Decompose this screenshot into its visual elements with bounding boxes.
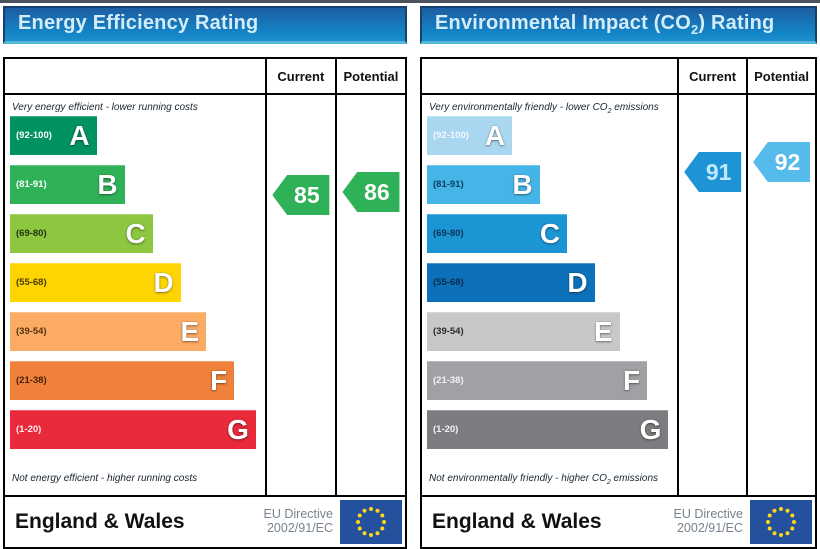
band-range-label: (92-100) — [16, 130, 52, 141]
eu-directive-line2: 2002/91/EC — [266, 521, 333, 535]
band-letter: C — [125, 217, 146, 249]
band-e: (39-54) E — [10, 312, 207, 351]
current-value-column: 85 — [264, 95, 335, 495]
band-e: (39-54) E — [427, 312, 620, 351]
region-label: England & Wales — [432, 510, 602, 533]
band-range-label: (55-68) — [433, 277, 464, 288]
eu-directive-line1: EU Directive — [673, 507, 743, 522]
column-header-spacer — [5, 59, 265, 93]
band-range-label: (39-54) — [433, 326, 464, 337]
band-letter: D — [153, 266, 174, 298]
band-a: (92-100) A — [427, 116, 513, 155]
band-letter: C — [539, 217, 561, 249]
potential-value-column: 86 — [334, 95, 405, 495]
potential-rating-arrow: 92 — [753, 142, 811, 182]
eu-directive-label: EU Directive 2002/91/EC — [673, 507, 743, 536]
rating-bands: (92-100) A (81-91) B (69-80) C (55-68) D (39-54)… — [10, 116, 265, 449]
eu-directive-line1: EU Directive — [263, 507, 333, 522]
environmental-chart-body: Very environmentally friendly - lower CO… — [422, 95, 815, 497]
band-g: (1-20) G — [427, 410, 669, 449]
band-c: (69-80) C — [427, 214, 568, 253]
region-label: England & Wales — [15, 510, 185, 533]
band-range-label: (55-68) — [16, 277, 47, 288]
band-letter: A — [484, 119, 506, 151]
band-g: (1-20) G — [10, 410, 256, 449]
band-letter: E — [180, 315, 200, 347]
band-letter: F — [210, 364, 228, 396]
band-range-label: (92-100) — [433, 130, 469, 141]
energy-chart-title-bar: Energy Efficiency Rating — [3, 6, 407, 44]
eu-directive-line2: 2002/91/EC — [676, 521, 743, 535]
band-b: (81-91) B — [427, 165, 540, 204]
band-range-label: (21-38) — [433, 375, 464, 386]
band-letter: G — [227, 413, 249, 445]
environmental-chart-title-bar: Environmental Impact (CO2) Rating — [420, 6, 817, 44]
column-header-row: Current Potential — [422, 59, 815, 95]
band-f: (21-38) F — [427, 361, 648, 400]
potential-column-header: Potential — [334, 59, 405, 93]
eu-directive-label: EU Directive 2002/91/EC — [263, 507, 333, 536]
band-range-label: (21-38) — [16, 375, 47, 386]
band-range-label: (69-80) — [433, 228, 464, 239]
band-letter: B — [512, 168, 533, 200]
chart-footer: England & Wales EU Directive 2002/91/EC — [422, 497, 815, 547]
rating-bands-column: Very energy efficient - lower running co… — [5, 95, 265, 495]
band-letter: E — [593, 315, 613, 347]
environmental-impact-chart: Environmental Impact (CO2) Rating Curren… — [420, 6, 817, 549]
bottom-scale-note: Not energy efficient - higher running co… — [12, 473, 198, 484]
potential-rating-arrow: 86 — [342, 172, 400, 212]
band-range-label: (69-80) — [16, 228, 47, 239]
band-letter: G — [639, 413, 662, 445]
top-scale-note: Very environmentally friendly - lower CO… — [429, 102, 659, 115]
rating-bands-column: Very environmentally friendly - lower CO… — [422, 95, 677, 495]
band-letter: D — [567, 266, 588, 298]
current-column-header: Current — [264, 59, 335, 93]
band-range-label: (39-54) — [16, 326, 47, 337]
eu-flag-icon — [750, 500, 812, 544]
eu-flag-icon — [340, 500, 402, 544]
band-range-label: (1-20) — [16, 424, 42, 435]
band-f: (21-38) F — [10, 361, 235, 400]
energy-efficiency-chart: Energy Efficiency Rating Current Potenti… — [3, 6, 407, 549]
environmental-chart-title: Environmental Impact (CO2) Rating — [435, 12, 775, 37]
potential-value-column: 92 — [746, 95, 815, 495]
band-range-label: (1-20) — [433, 424, 459, 435]
band-letter: A — [69, 119, 90, 151]
band-range-label: (81-91) — [433, 179, 464, 190]
current-value-column: 91 — [677, 95, 746, 495]
band-d: (55-68) D — [427, 263, 595, 302]
top-scale-note: Very energy efficient - lower running co… — [12, 102, 198, 113]
current-rating-arrow: 91 — [684, 152, 742, 192]
band-range-label: (81-91) — [16, 179, 47, 190]
band-a: (92-100) A — [10, 116, 97, 155]
band-letter: F — [623, 364, 641, 396]
energy-chart-body: Very energy efficient - lower running co… — [5, 95, 405, 497]
potential-column-header: Potential — [746, 59, 815, 93]
bottom-scale-note: Not environmentally friendly - higher CO… — [429, 473, 659, 486]
column-header-row: Current Potential — [5, 59, 405, 95]
energy-chart-table: Current Potential Very energy efficient … — [3, 57, 407, 549]
environmental-chart-table: Current Potential Very environmentally f… — [420, 57, 817, 549]
rating-bands: (92-100) A (81-91) B (69-80) C (55-68) D (39-54)… — [427, 116, 677, 449]
column-header-spacer — [422, 59, 677, 93]
chart-footer: England & Wales EU Directive 2002/91/EC — [5, 497, 405, 547]
band-b: (81-91) B — [10, 165, 125, 204]
current-column-header: Current — [677, 59, 746, 93]
band-c: (69-80) C — [10, 214, 153, 253]
band-letter: B — [97, 168, 118, 200]
band-d: (55-68) D — [10, 263, 181, 302]
energy-chart-title: Energy Efficiency Rating — [18, 12, 259, 34]
current-rating-arrow: 85 — [272, 175, 330, 215]
